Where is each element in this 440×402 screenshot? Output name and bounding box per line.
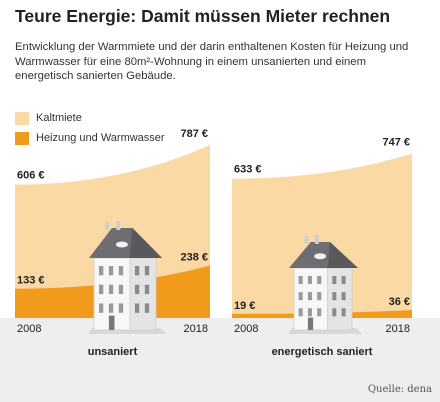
- legend: Kaltmiete Heizung und Warmwasser: [15, 109, 165, 149]
- x-tick-label: 2008: [17, 323, 41, 335]
- panel-title: unsaniert: [88, 346, 138, 358]
- legend-item-kaltmiete: Kaltmiete: [15, 109, 165, 127]
- ground-band: [0, 318, 440, 402]
- panel-title: energetisch saniert: [272, 346, 373, 358]
- data-label-heizung-start: 19 €: [234, 300, 255, 312]
- legend-swatch-kaltmiete: [15, 111, 29, 125]
- data-label-heizung-end: 238 €: [180, 252, 208, 264]
- x-tick-label: 2008: [234, 323, 258, 335]
- legend-swatch-heizung: [15, 131, 29, 145]
- area-kaltmiete: [232, 153, 412, 318]
- chart-subtitle: Entwicklung der Warmmiete und der darin …: [15, 41, 409, 82]
- data-label-heizung-start: 133 €: [17, 275, 45, 287]
- legend-item-heizung: Heizung und Warmwasser: [15, 129, 165, 147]
- legend-label-heizung: Heizung und Warmwasser: [36, 132, 165, 144]
- x-tick-label: 2018: [386, 323, 410, 335]
- source-note: Quelle: dena: [367, 384, 432, 395]
- house-saniert-illustration: [288, 235, 362, 334]
- data-label-kaltmiete-end: 747 €: [382, 137, 410, 149]
- data-label-kaltmiete-start: 606 €: [17, 170, 45, 182]
- house-unsaniert-illustration: [88, 221, 166, 334]
- data-label-kaltmiete-end: 787 €: [180, 128, 208, 140]
- legend-label-kaltmiete: Kaltmiete: [36, 112, 82, 124]
- chart-title: Teure Energie: Damit müssen Mieter rechn…: [15, 6, 391, 26]
- x-tick-label: 2018: [184, 323, 208, 335]
- data-label-heizung-end: 36 €: [389, 296, 410, 308]
- data-label-kaltmiete-start: 633 €: [234, 164, 262, 176]
